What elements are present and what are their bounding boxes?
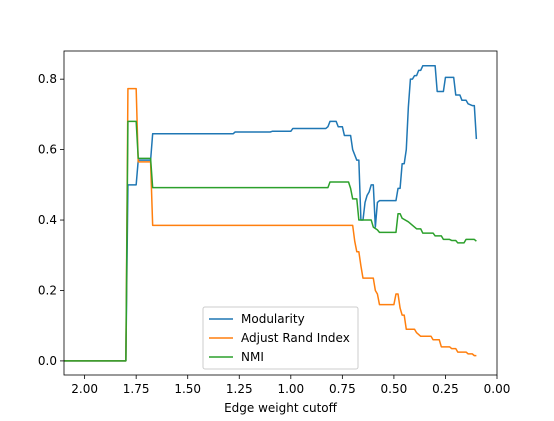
y-tick-label: 0.2 xyxy=(38,283,57,297)
y-tick-label: 0.4 xyxy=(38,213,57,227)
legend-label-modularity: Modularity xyxy=(241,312,305,326)
x-axis-label: Edge weight cutoff xyxy=(224,401,338,415)
x-tick-label: 0.50 xyxy=(381,382,408,396)
x-tick-label: 1.25 xyxy=(226,382,253,396)
x-tick-label: 1.75 xyxy=(123,382,150,396)
series-line-nmi xyxy=(64,120,477,362)
series-line-modularity xyxy=(64,65,478,362)
x-tick-label: 1.00 xyxy=(277,382,304,396)
legend-box xyxy=(202,306,359,370)
legend-label-adjust-rand-index: Adjust Rand Index xyxy=(241,331,350,345)
legend-label-nmi: NMI xyxy=(241,350,264,364)
series-line-adjust-rand-index xyxy=(64,87,477,362)
x-tick-label: 2.00 xyxy=(71,382,98,396)
x-tick-label: 0.00 xyxy=(484,382,511,396)
x-tick-label: 0.75 xyxy=(329,382,356,396)
legend: Modularity Adjust Rand Index NMI xyxy=(202,306,359,370)
y-tick-label: 0.0 xyxy=(38,354,57,368)
y-tick-label: 0.8 xyxy=(38,72,57,86)
x-tick-label: 1.50 xyxy=(174,382,201,396)
y-tick-label: 0.6 xyxy=(38,143,57,157)
plot-lines xyxy=(64,65,478,362)
axes-frame xyxy=(63,50,498,376)
x-tick-label: 0.25 xyxy=(432,382,459,396)
axes: 2.00 1.75 1.50 1.25 1.00 0.75 0.50 0.25 0.00 0.0 0… xyxy=(38,50,511,415)
